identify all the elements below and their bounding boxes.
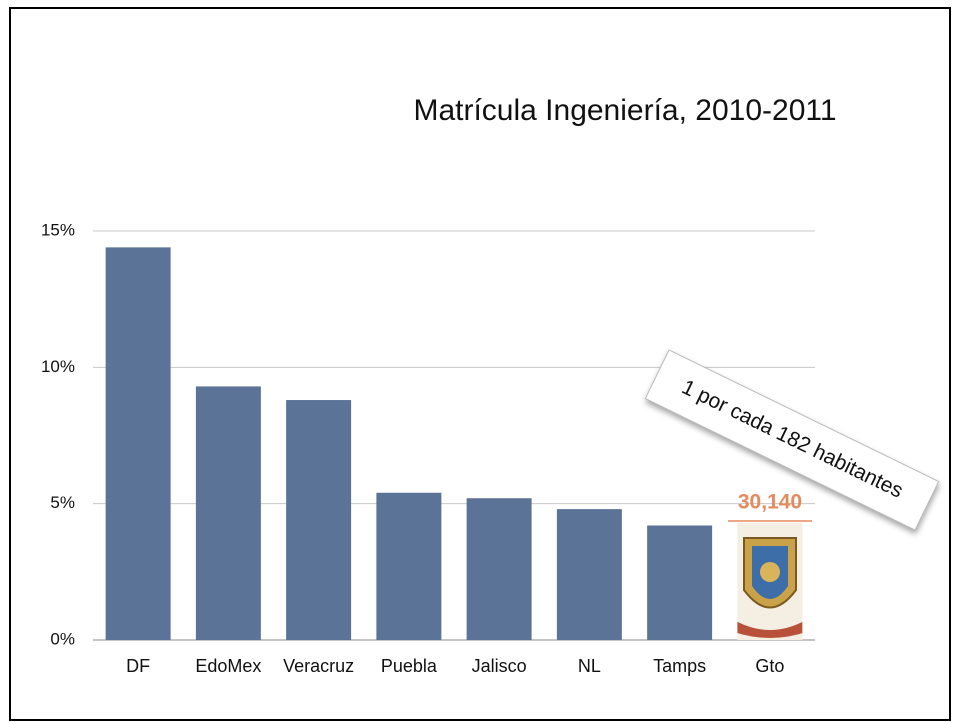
bar bbox=[647, 525, 713, 640]
bar bbox=[286, 400, 352, 640]
bar bbox=[737, 522, 803, 640]
x-tick-label: NL bbox=[578, 656, 601, 676]
annotation: 30,140 bbox=[738, 491, 802, 514]
x-tick-label: Jalisco bbox=[472, 656, 527, 676]
y-tick-label: 10% bbox=[41, 357, 75, 376]
y-tick-label: 0% bbox=[50, 629, 75, 648]
y-tick-label: 15% bbox=[41, 220, 75, 239]
x-tick-label: Puebla bbox=[381, 656, 438, 676]
slide-border bbox=[9, 7, 951, 721]
bar bbox=[105, 247, 171, 641]
bar bbox=[195, 386, 261, 640]
x-tick-label: Veracruz bbox=[283, 656, 354, 676]
x-tick-label: Tamps bbox=[653, 656, 706, 676]
x-tick-label: Gto bbox=[755, 656, 784, 676]
y-tick-label: 5% bbox=[50, 493, 75, 512]
bar bbox=[376, 492, 442, 640]
bar bbox=[556, 509, 622, 640]
chart-title: Matrícula Ingeniería, 2010-2011 bbox=[413, 94, 836, 127]
note-card bbox=[644, 349, 940, 531]
x-tick-label: EdoMex bbox=[195, 656, 261, 676]
bar bbox=[466, 498, 532, 640]
note-text: 1 por cada 182 habitantes bbox=[678, 376, 906, 503]
x-tick-label: DF bbox=[126, 656, 150, 676]
plot: 0% 5% 10% 15% DF EdoMex Veracruz Puebla Jalisco N… bbox=[41, 220, 815, 676]
